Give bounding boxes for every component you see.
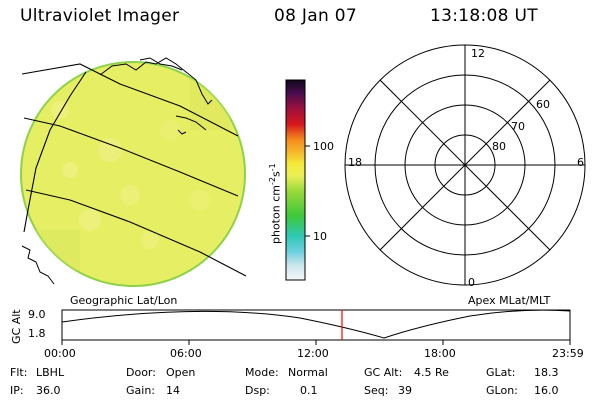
altitude-ytick-9: 9.0	[28, 308, 46, 321]
gcalt-value: 4.5 Re	[414, 366, 449, 379]
time-label: 13:18:08 UT	[430, 6, 538, 26]
lat-label-60: 60	[536, 98, 550, 111]
glat-label: GLat:	[486, 366, 516, 379]
mode-label: Mode:	[245, 366, 279, 379]
ip-label: IP:	[10, 384, 24, 397]
gain-label: Gain:	[126, 384, 155, 397]
gcalt-label: GC Alt:	[364, 366, 403, 379]
flt-label: Flt:	[10, 366, 28, 379]
mlt-label-0: 0	[468, 276, 475, 289]
date-label: 08 Jan 07	[274, 6, 357, 26]
door-label: Door:	[126, 366, 156, 379]
gain-value: 14	[166, 384, 180, 397]
glon-label: GLon:	[486, 384, 518, 397]
mlt-label-18: 18	[348, 156, 362, 169]
instrument-title: Ultraviolet Imager	[20, 6, 180, 26]
altitude-ylabel: GC Alt	[10, 309, 23, 344]
glat-value: 18.3	[534, 366, 559, 379]
altitude-xtick-1800: 18:00	[424, 347, 456, 360]
lat-label-80: 80	[492, 140, 506, 153]
altitude-ytick-1-8: 1.8	[28, 327, 46, 340]
lat-label-70: 70	[511, 120, 525, 133]
seq-value: 39	[398, 384, 412, 397]
glon-value: 16.0	[534, 384, 559, 397]
colorbar-tick-100: 100	[313, 140, 334, 153]
dsp-label: Dsp:	[245, 384, 270, 397]
colorbar	[285, 79, 310, 281]
dsp-value: 0.1	[300, 384, 318, 397]
altitude-xtick-2359: 23:59	[552, 347, 584, 360]
seq-label: Seq:	[364, 384, 389, 397]
altitude-plot	[61, 309, 571, 345]
left-panel-label: Geographic Lat/Lon	[70, 294, 178, 307]
right-panel-label: Apex MLat/MLT	[468, 294, 551, 307]
flt-value: LBHL	[36, 366, 65, 379]
mode-value: Normal	[288, 366, 328, 379]
altitude-xtick-0000: 00:00	[44, 347, 76, 360]
ip-value: 36.0	[36, 384, 61, 397]
mlt-label-12: 12	[471, 47, 485, 60]
door-value: Open	[166, 366, 196, 379]
altitude-xtick-0600: 06:00	[170, 347, 202, 360]
colorbar-unit-label: photon cm-2s-1	[268, 163, 283, 244]
mlt-label-6: 6	[577, 156, 584, 169]
altitude-xtick-1200: 12:00	[297, 347, 329, 360]
uv-image-disk	[20, 57, 247, 287]
polar-plot	[344, 44, 586, 286]
colorbar-tick-10: 10	[313, 230, 327, 243]
